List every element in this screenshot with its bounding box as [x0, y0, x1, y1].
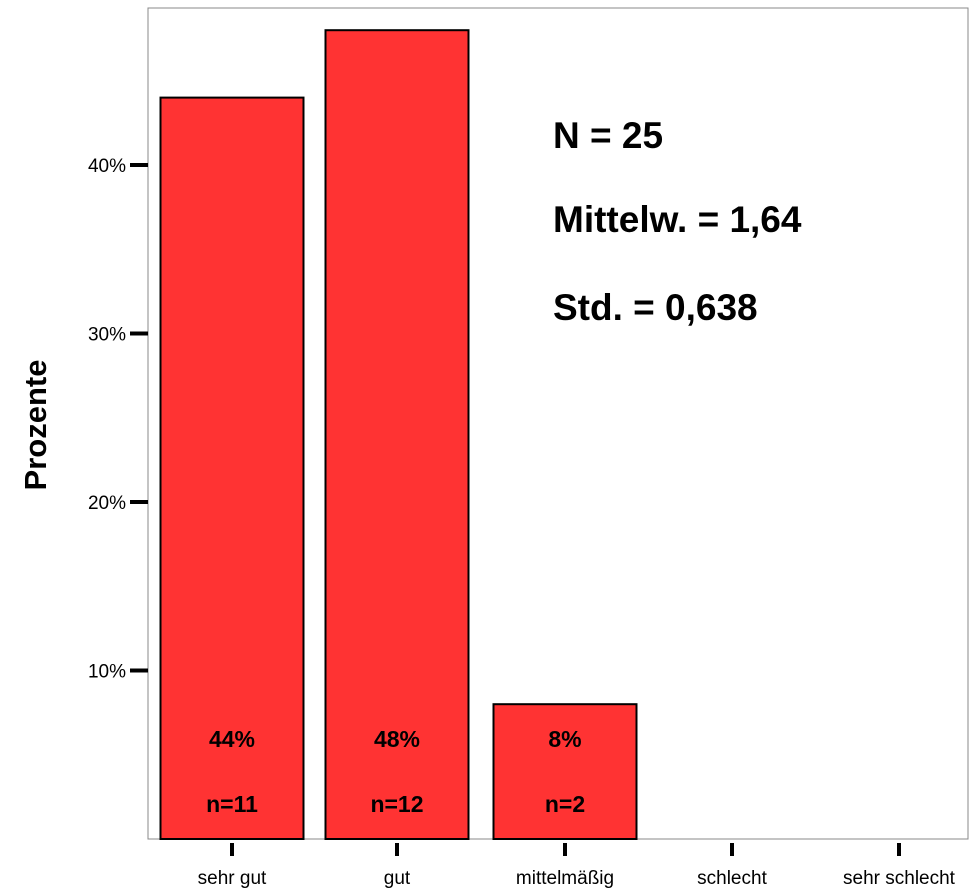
bar-count-label: n=11 — [206, 791, 258, 817]
bar-count-label: n=2 — [545, 791, 585, 817]
y-tick-label: 20% — [88, 493, 126, 514]
stat-std: Std. = 0,638 — [553, 287, 758, 328]
x-tick-label: sehr schlecht — [843, 868, 956, 889]
x-tick-label: gut — [384, 868, 411, 889]
y-tick-label: 40% — [88, 156, 126, 177]
y-axis-label: Prozente — [18, 360, 53, 491]
bar — [492, 703, 638, 841]
bar-percent-label: 44% — [209, 726, 255, 752]
x-tick-label: mittelmäßig — [516, 868, 614, 889]
bar-percent-label: 48% — [374, 726, 420, 752]
bar-labels: 44% n=11 48% n=12 8% n=2 — [206, 726, 585, 817]
stat-n: N = 25 — [553, 115, 663, 156]
y-tick-label: 10% — [88, 662, 126, 683]
bar — [159, 96, 305, 841]
y-axis: 10% 20% 30% 40% — [88, 156, 148, 683]
stats-box: N = 25 Mittelw. = 1,64 Std. = 0,638 — [553, 115, 802, 328]
bars — [159, 29, 638, 841]
x-axis: sehr gut gut mittelmäßig schlecht sehr schle… — [198, 843, 956, 889]
stat-mean: Mittelw. = 1,64 — [553, 199, 802, 240]
bar — [324, 29, 470, 840]
x-tick-label: schlecht — [697, 868, 767, 889]
y-tick-label: 30% — [88, 325, 126, 346]
bar-percent-label: 8% — [548, 726, 581, 752]
x-tick-label: sehr gut — [198, 868, 267, 889]
bar-count-label: n=12 — [370, 791, 423, 817]
